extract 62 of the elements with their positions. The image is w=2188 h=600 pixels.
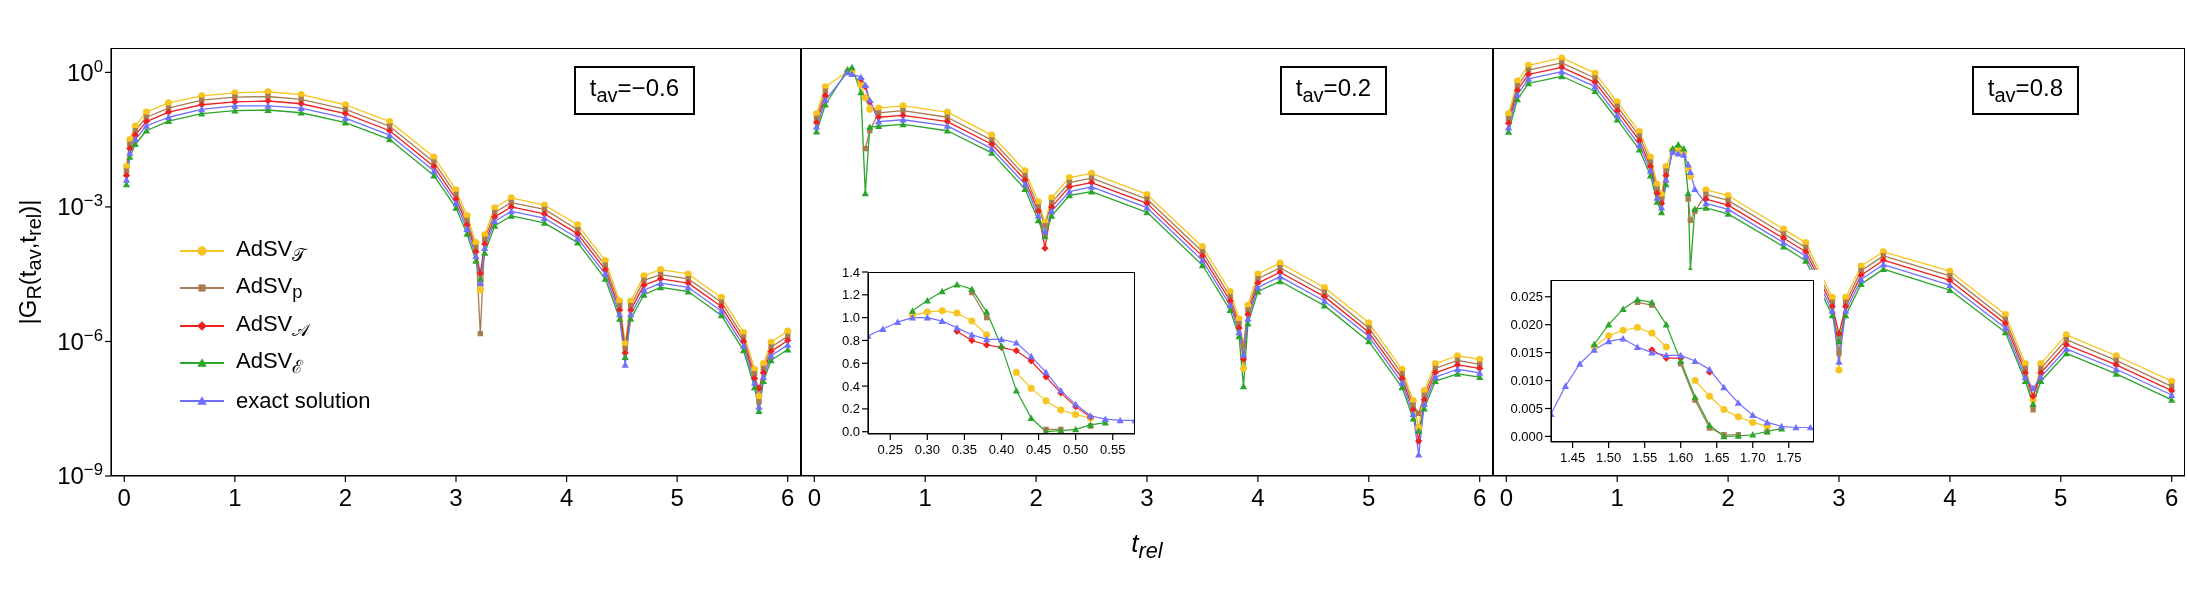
- x-tick-label: 5: [670, 483, 684, 511]
- y-tick-label: 0.010: [1510, 373, 1543, 389]
- y-tick-label: 0.4: [841, 378, 860, 394]
- x-axis-title: t$_{rel}$: [1131, 528, 1163, 565]
- y-tick-label: 10$^{−6}$: [57, 325, 103, 355]
- x-tick-label: 1.45: [1559, 449, 1586, 465]
- x-tick-label: 1: [228, 483, 242, 511]
- x-tick-label: 5: [1362, 483, 1376, 511]
- y-tick-label: 0.000: [1510, 428, 1543, 444]
- y-tick-label: 10$^{−9}$: [57, 459, 103, 490]
- legend-label: AdSV$_{ℰ}$: [236, 348, 304, 379]
- y-tick-label: 0.2: [841, 401, 860, 417]
- x-tick-label: 1.60: [1668, 449, 1694, 465]
- y-tick-label: 1.4: [841, 264, 860, 280]
- x-tick-label: 1.65: [1704, 449, 1730, 465]
- x-tick-label: 1: [1610, 483, 1624, 511]
- x-tick-label: 1.50: [1595, 449, 1622, 465]
- x-tick-label: 0: [1499, 483, 1513, 511]
- y-tick-label: 0.8: [841, 333, 860, 348]
- y-tick-label: 0.025: [1510, 289, 1543, 305]
- legend-label: AdSV$_{𝒯}$: [236, 235, 307, 266]
- y-tick-label: 0.6: [841, 355, 860, 371]
- annotation: t$_{av}$=−0.6: [573, 66, 695, 115]
- x-tick-label: 0: [117, 483, 131, 511]
- x-tick-label: 2: [1029, 483, 1043, 511]
- y-tick-label: 0.005: [1510, 401, 1543, 417]
- legend-label: exact solution: [236, 387, 371, 414]
- x-tick-label: 1: [918, 483, 932, 511]
- x-tick-label: 0.55: [1100, 441, 1126, 457]
- x-tick-label: 3: [1832, 483, 1846, 511]
- y-tick-label: 1.0: [841, 310, 860, 326]
- legend-label: AdSV$_{p}$: [236, 273, 303, 304]
- annotation: t$_{av}$=0.8: [1971, 66, 2079, 115]
- x-tick-label: 6: [781, 483, 795, 511]
- y-tick-label: 0.015: [1510, 345, 1543, 361]
- x-tick-label: 0.35: [951, 441, 978, 457]
- y-tick-label: 0.0: [841, 424, 860, 440]
- y-tick-label: 10$^{−3}$: [57, 190, 103, 221]
- x-tick-label: 2: [1721, 483, 1735, 511]
- x-tick-label: 1.70: [1740, 449, 1766, 465]
- x-tick-label: 2: [338, 483, 353, 511]
- x-tick-label: 4: [559, 483, 574, 511]
- x-tick-label: 3: [1140, 483, 1154, 511]
- y-tick-label: 0.020: [1510, 317, 1543, 333]
- x-tick-label: 0.40: [988, 441, 1015, 457]
- x-tick-label: 0.50: [1063, 441, 1089, 457]
- x-tick-label: 0: [807, 483, 821, 511]
- x-tick-label: 5: [2054, 483, 2068, 511]
- x-tick-label: 0.30: [914, 441, 940, 457]
- x-tick-label: 3: [449, 483, 463, 511]
- x-tick-label: 1.75: [1776, 449, 1802, 465]
- x-tick-label: 6: [2165, 483, 2179, 511]
- x-tick-label: 0.45: [1025, 441, 1052, 457]
- x-tick-label: 4: [1251, 483, 1265, 511]
- y-tick-label: 10$^{0}$: [66, 56, 103, 86]
- x-tick-label: 6: [1473, 483, 1487, 511]
- y-tick-label: 1.2: [841, 287, 860, 303]
- annotation: t$_{av}$=0.2: [1279, 66, 1387, 115]
- x-tick-label: 1.55: [1632, 449, 1658, 465]
- x-tick-label: 4: [1943, 483, 1957, 511]
- legend-label: AdSV$_{𝒜}$: [236, 310, 310, 341]
- x-tick-label: 0.25: [877, 441, 903, 457]
